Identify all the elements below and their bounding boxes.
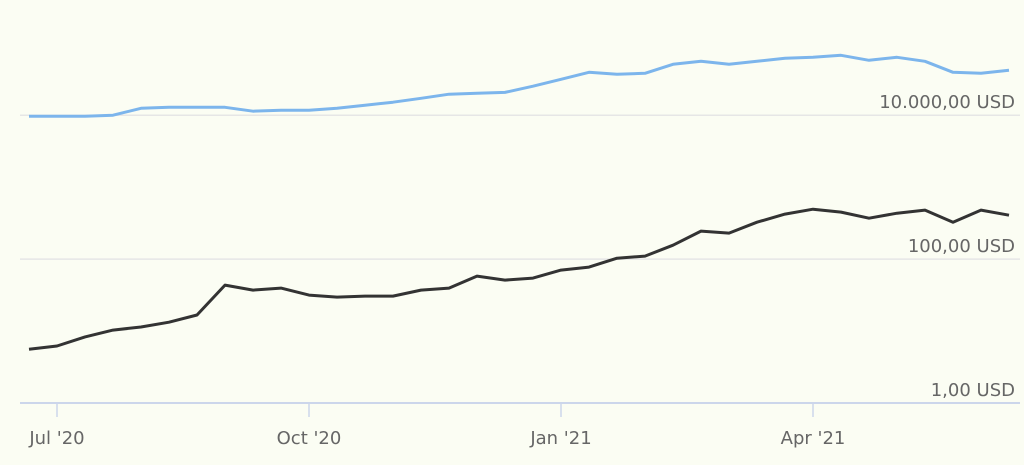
series-line [28,207,1010,351]
y-tick-label: 1,00 USD [931,380,1015,401]
x-tick-label: Jul '20 [28,428,84,449]
x-tick-label: Apr '21 [781,428,846,449]
series-line [29,53,1010,118]
x-tick-label: Oct '20 [277,428,342,449]
y-tick-label: 100,00 USD [908,236,1015,257]
y-tick-label: 10.000,00 USD [879,92,1015,113]
x-tick-label: Jan '21 [529,428,591,449]
